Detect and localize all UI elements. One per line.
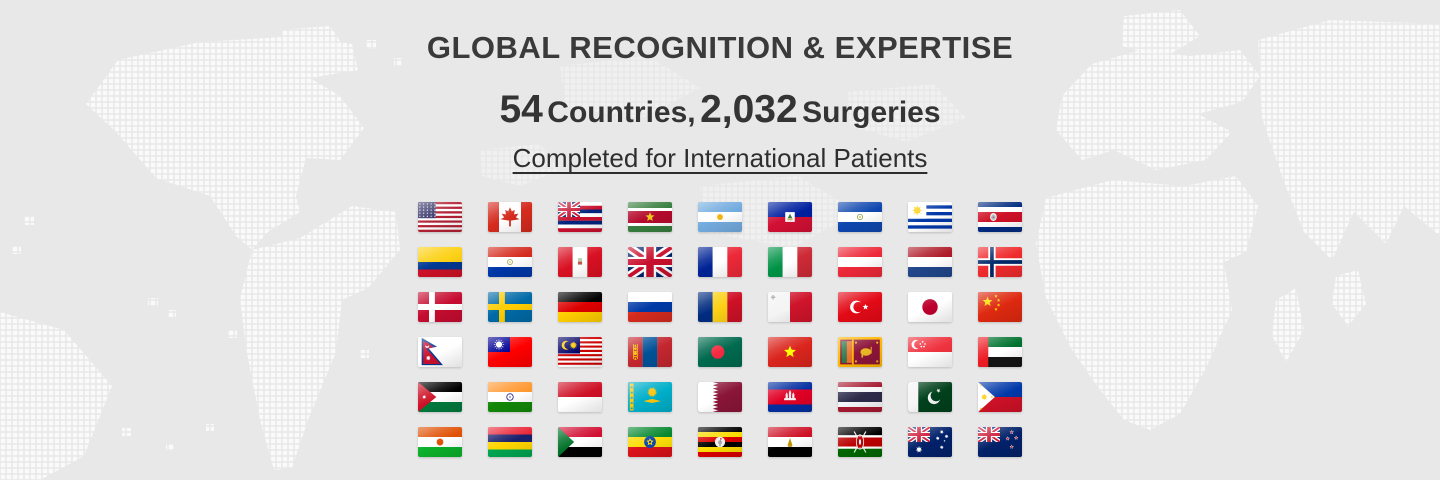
stats-line: 54 Countries, 2,032 Surgeries (0, 88, 1440, 133)
flag-de (558, 292, 602, 323)
flag-vn (768, 337, 812, 368)
flag-sg (908, 337, 952, 368)
flag-se (488, 292, 532, 323)
flag-gb (628, 247, 672, 278)
flag-np (418, 337, 462, 368)
flag-lk (838, 337, 882, 368)
flag-ae (978, 337, 1022, 368)
flag-ru (628, 292, 672, 323)
flag-py (488, 247, 532, 278)
flag-kh (768, 382, 812, 413)
flag-bd (698, 337, 742, 368)
flag-dk (418, 292, 462, 323)
flag-au (908, 427, 952, 458)
page-title: GLOBAL RECOGNITION & EXPERTISE (426, 30, 1014, 65)
flag-it (768, 247, 812, 278)
flag-qa (698, 382, 742, 413)
flag-et (628, 427, 672, 458)
flag-mt (768, 292, 812, 323)
flags-grid (418, 202, 1022, 458)
surgeries-count: 2,032 (700, 87, 798, 131)
flag-th (838, 382, 882, 413)
surgeries-label: Surgeries (802, 95, 941, 129)
subtitle-line: Completed for International Patients (0, 144, 1440, 174)
flag-ke (838, 427, 882, 458)
flag-eg (768, 427, 812, 458)
flag-nl (908, 247, 952, 278)
flag-jo (418, 382, 462, 413)
flag-sd (558, 427, 602, 458)
flag-hi (558, 202, 602, 233)
flag-pk (908, 382, 952, 413)
flag-uy (908, 202, 952, 233)
flag-sv (838, 202, 882, 233)
flag-ar (698, 202, 742, 233)
flag-nz (978, 427, 1022, 458)
flag-sr (628, 202, 672, 233)
flag-co (418, 247, 462, 278)
flag-at (838, 247, 882, 278)
flag-fr (698, 247, 742, 278)
flag-no (978, 247, 1022, 278)
flag-ht (768, 202, 812, 233)
flag-ca (488, 202, 532, 233)
flag-jp (908, 292, 952, 323)
flag-ph (978, 382, 1022, 413)
countries-label: Countries, (547, 95, 696, 129)
flag-id (558, 382, 602, 413)
flag-ug (698, 427, 742, 458)
flag-mu (488, 427, 532, 458)
flag-mn (628, 337, 672, 368)
flag-my (558, 337, 602, 368)
completed-for-international-patients-link[interactable]: Completed for International Patients (512, 143, 928, 174)
flag-cr (978, 202, 1022, 233)
flag-tw (488, 337, 532, 368)
flag-pe (558, 247, 602, 278)
countries-count: 54 (499, 87, 543, 131)
flag-cn (978, 292, 1022, 323)
global-recognition-section: GLOBAL RECOGNITION & EXPERTISE 54 Countr… (0, 30, 1440, 458)
flag-in (488, 382, 532, 413)
flag-ne (418, 427, 462, 458)
flag-kz (628, 382, 672, 413)
flag-us (418, 202, 462, 233)
flag-ro (698, 292, 742, 323)
flag-tr (838, 292, 882, 323)
